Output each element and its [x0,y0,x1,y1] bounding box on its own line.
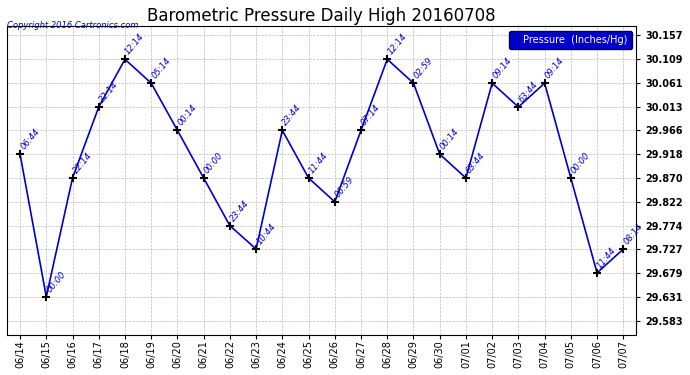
Title: Barometric Pressure Daily High 20160708: Barometric Pressure Daily High 20160708 [148,7,496,25]
Text: 23:44: 23:44 [228,198,251,223]
Text: 63:44: 63:44 [464,151,487,175]
Text: 05:14: 05:14 [150,56,172,80]
Text: 10:44: 10:44 [255,222,277,246]
Text: 08:14: 08:14 [622,222,644,246]
Text: 00:14: 00:14 [438,127,461,152]
Text: 00:14: 00:14 [176,103,199,128]
Text: 06:59: 06:59 [333,175,356,199]
Legend: Pressure  (Inches/Hg): Pressure (Inches/Hg) [509,32,631,49]
Text: 06:44: 06:44 [19,127,41,152]
Text: 00:00: 00:00 [569,151,592,175]
Text: 11:44: 11:44 [307,151,330,175]
Text: 63:44: 63:44 [517,80,540,104]
Text: 22:14: 22:14 [97,80,120,104]
Text: 00:00: 00:00 [45,270,68,294]
Text: 22:14: 22:14 [71,151,94,175]
Text: 11:44: 11:44 [595,246,618,270]
Text: 02:59: 02:59 [412,56,435,80]
Text: 09:14: 09:14 [543,56,566,80]
Text: 09:14: 09:14 [491,56,513,80]
Text: 00:00: 00:00 [202,151,225,175]
Text: 12:14: 12:14 [386,32,408,57]
Text: Copyright 2016 Cartronics.com: Copyright 2016 Cartronics.com [7,21,138,30]
Text: 23:44: 23:44 [281,103,304,128]
Text: 07:14: 07:14 [359,103,382,128]
Text: 12:14: 12:14 [124,32,146,57]
